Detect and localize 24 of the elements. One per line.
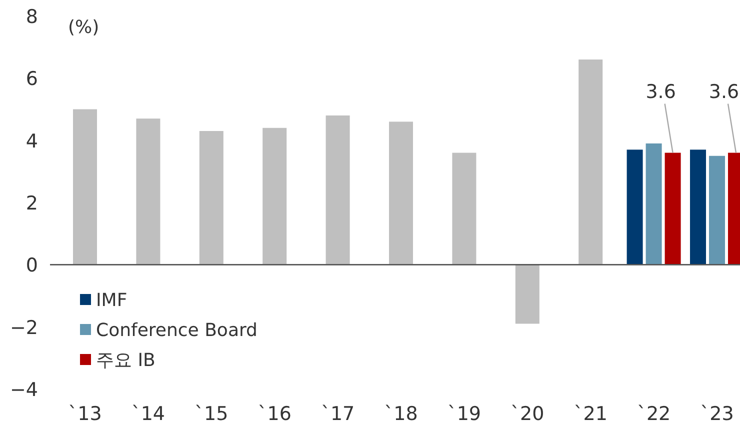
x-tick-label: `15 — [194, 403, 228, 425]
x-tick-label: `20 — [510, 403, 544, 425]
y-tick-label: 4 — [26, 130, 38, 152]
x-tick-label: `22 — [636, 403, 671, 425]
data-label: 3.6 — [646, 80, 676, 103]
x-tick-label: `23 — [700, 403, 734, 425]
x-tick-label: `19 — [447, 403, 482, 425]
y-tick-label: 0 — [26, 254, 38, 277]
legend-label: 주요 IB — [96, 350, 156, 371]
x-tick-label: `18 — [384, 403, 418, 425]
legend-label: IMF — [96, 290, 128, 311]
x-tick-label: `13 — [68, 403, 102, 425]
y-tick-label: 6 — [26, 68, 38, 90]
legend-label: Conference Board — [96, 320, 258, 341]
y-tick-label: 2 — [26, 192, 38, 214]
x-tick-label: `14 — [131, 403, 166, 425]
y-tick-label: −4 — [10, 379, 38, 401]
x-tick-label: `16 — [258, 403, 292, 425]
x-tick-label: `17 — [320, 403, 355, 425]
y-tick-label: 8 — [26, 6, 38, 28]
x-tick-label: `21 — [574, 403, 608, 425]
data-label: 3.6 — [708, 80, 740, 103]
y-axis-title: (%) — [68, 17, 100, 38]
y-tick-label: −2 — [10, 316, 38, 339]
